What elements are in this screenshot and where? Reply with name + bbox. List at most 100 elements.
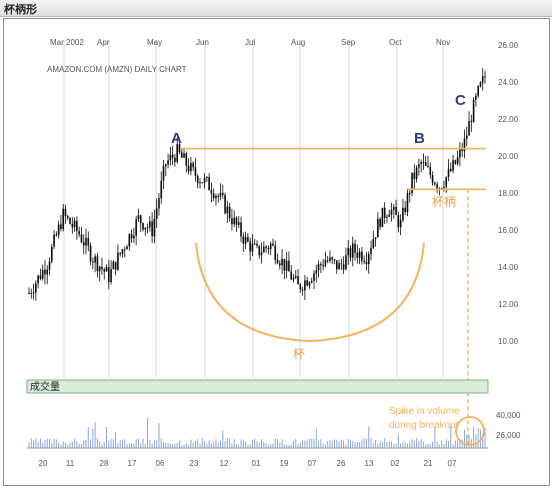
candle-body-199 xyxy=(481,76,484,83)
candle-body-43 xyxy=(126,246,128,250)
candle-body-108 xyxy=(274,245,277,260)
candle-body-76 xyxy=(201,182,204,184)
candle-body-105 xyxy=(267,247,270,250)
candle-body-128 xyxy=(320,264,322,266)
candle-body-139 xyxy=(345,255,347,270)
candle-body-141 xyxy=(349,248,352,258)
candle-body-96 xyxy=(247,237,249,242)
y-tick-label-5: 20.00 xyxy=(498,152,519,161)
candle-body-149 xyxy=(367,253,370,265)
page-title: 杯柄形 xyxy=(4,3,37,16)
month-label-2: May xyxy=(147,38,162,47)
candle-body-70 xyxy=(187,165,190,172)
candle-body-177 xyxy=(431,175,434,184)
candle-body-165 xyxy=(404,207,406,213)
candle-body-163 xyxy=(399,220,402,228)
candle-body-109 xyxy=(276,259,279,264)
candle-body-129 xyxy=(322,265,324,267)
candle-body-82 xyxy=(215,195,217,199)
candle-body-151 xyxy=(372,239,375,248)
candle-body-21 xyxy=(76,220,78,232)
candle-body-100 xyxy=(256,243,258,246)
volume-tick-40000: 40,000 xyxy=(496,411,521,420)
volume-band xyxy=(26,379,489,394)
candle-body-63 xyxy=(171,154,174,158)
candle-body-111 xyxy=(281,258,283,266)
candle-body-146 xyxy=(361,251,363,261)
candle-body-118 xyxy=(297,276,299,285)
candle-body-194 xyxy=(470,121,473,123)
candle-body-40 xyxy=(119,252,121,254)
cup-label: 杯 xyxy=(293,347,305,361)
candle-body-54 xyxy=(151,221,153,237)
candle-body-185 xyxy=(450,168,452,171)
candle-body-68 xyxy=(183,153,185,158)
candle-body-0 xyxy=(28,292,30,294)
chart-title: AMAZON.COM (AMZN) DAILY CHART xyxy=(47,65,187,74)
candle-body-66 xyxy=(178,144,181,153)
window-title-bar: 杯柄形 xyxy=(0,0,552,17)
candle-body-98 xyxy=(251,243,254,252)
candle-body-99 xyxy=(253,243,256,245)
date-axis: 20 11 28 17 06 23 12 01 19 07 26 13 02 21 07 xyxy=(39,459,457,468)
candle-body-20 xyxy=(73,220,76,228)
candle-body-15 xyxy=(62,208,64,230)
candle-body-14 xyxy=(60,224,62,230)
candle-body-170 xyxy=(415,167,418,179)
candle-body-162 xyxy=(397,215,400,228)
spike-annotation-line1: Spike in volume xyxy=(389,406,460,417)
candle-body-154 xyxy=(379,218,381,227)
candle-body-51 xyxy=(144,227,147,230)
y-tick-label-4: 18.00 xyxy=(498,189,519,198)
candle-body-8 xyxy=(46,269,49,275)
candle-body-159 xyxy=(390,210,393,215)
candle-body-171 xyxy=(418,164,420,168)
candle-body-145 xyxy=(358,251,361,258)
candle-body-102 xyxy=(260,252,263,256)
candle-body-193 xyxy=(468,121,470,136)
candle-body-157 xyxy=(386,216,388,218)
candle-body-126 xyxy=(315,270,318,274)
candle-body-27 xyxy=(89,245,92,262)
candle-body-6 xyxy=(41,269,44,279)
candle-body-106 xyxy=(269,243,272,250)
candle-body-158 xyxy=(388,214,391,217)
candle-body-113 xyxy=(285,260,288,271)
candle-body-35 xyxy=(108,267,110,283)
candle-body-186 xyxy=(452,160,454,171)
month-label-8: Nov xyxy=(436,38,450,47)
candle-body-166 xyxy=(406,192,409,213)
candle-body-17 xyxy=(66,216,69,218)
candle-body-150 xyxy=(370,247,372,254)
month-label-4: Jul xyxy=(245,38,255,47)
candle-body-93 xyxy=(240,222,242,237)
candle-body-160 xyxy=(393,206,395,211)
candle-body-175 xyxy=(427,165,429,167)
candle-body-168 xyxy=(411,172,413,194)
candle-body-137 xyxy=(340,263,343,265)
volume-tick-26000: 26,000 xyxy=(496,431,521,440)
candle-body-179 xyxy=(436,184,438,189)
candle-body-64 xyxy=(174,157,176,162)
candle-body-45 xyxy=(130,234,133,239)
candle-body-19 xyxy=(71,223,74,228)
candle-body-153 xyxy=(377,218,379,238)
x-tick-label-14: 07 xyxy=(448,459,457,468)
candle-body-172 xyxy=(420,162,422,165)
y-tick-label-3: 16.00 xyxy=(498,226,519,235)
y-tick-label-8: 26.00 xyxy=(498,41,519,50)
candle-body-75 xyxy=(199,182,201,184)
candle-body-69 xyxy=(185,153,188,166)
y-tick-label-0: 10.00 xyxy=(498,337,519,346)
candle-body-37 xyxy=(112,261,115,270)
candle-body-67 xyxy=(180,152,183,158)
x-tick-label-5: 23 xyxy=(190,459,199,468)
candle-body-13 xyxy=(57,224,60,236)
handle-label: 杯柄 xyxy=(432,195,456,209)
candle-body-79 xyxy=(208,177,210,191)
candle-body-167 xyxy=(408,192,411,194)
month-label-1: Apr xyxy=(97,38,110,47)
candle-body-189 xyxy=(459,149,461,158)
volume-spike-circle xyxy=(455,416,485,446)
candle-body-3 xyxy=(35,283,37,293)
